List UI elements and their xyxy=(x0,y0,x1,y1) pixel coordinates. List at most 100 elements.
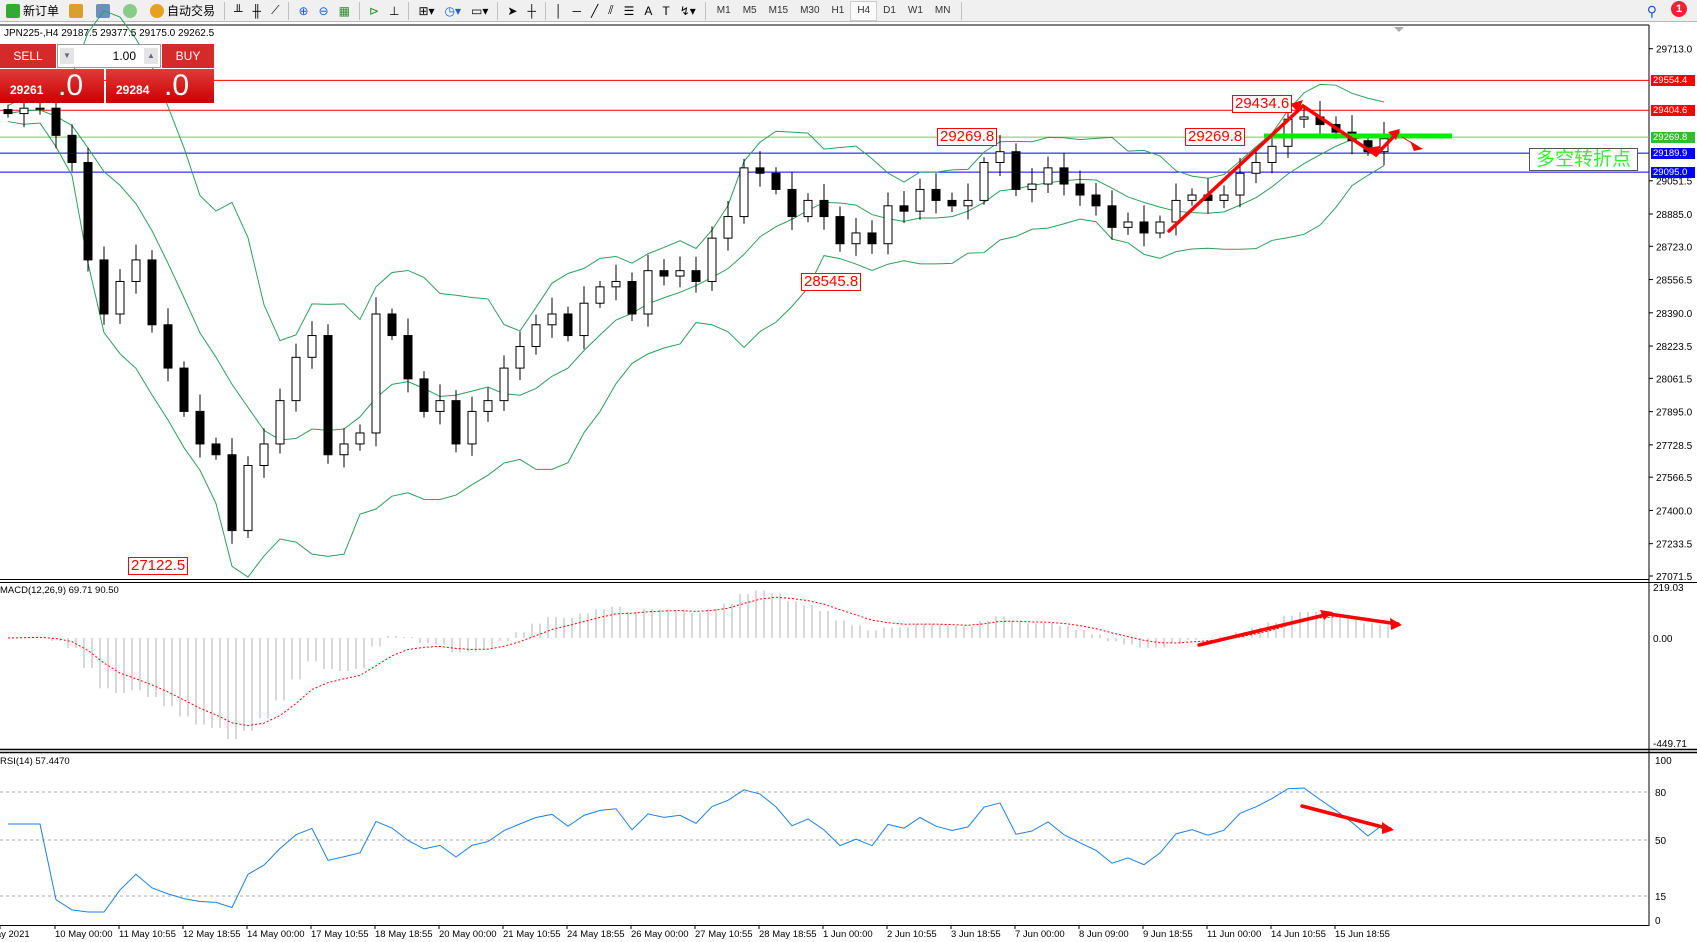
candle-body xyxy=(659,270,669,277)
arrowhead xyxy=(1390,618,1402,630)
templates-button[interactable]: ▭▾ xyxy=(471,3,489,18)
indicators-button[interactable]: ⊞▾ xyxy=(418,3,435,18)
channel-button[interactable]: ⫽ xyxy=(608,3,614,17)
terminal-button[interactable] xyxy=(92,1,117,21)
candle-chart-button[interactable]: ╫ xyxy=(252,3,262,18)
fibonacci-button[interactable]: ☰ xyxy=(623,3,635,18)
sell-button[interactable]: SELL xyxy=(0,44,56,68)
timeframe-h4[interactable]: H4 xyxy=(850,0,878,21)
candle-body xyxy=(99,259,109,315)
pivot-annotation-text[interactable]: 多空转折点 xyxy=(1529,148,1638,171)
text-button[interactable]: A xyxy=(644,3,653,18)
autoscroll-button[interactable]: ⊳ xyxy=(368,3,379,18)
arrowhead xyxy=(1290,100,1303,112)
volume-up-button[interactable]: ▲ xyxy=(144,48,158,64)
price-label-low[interactable]: 28545.8 xyxy=(801,273,862,291)
zoom-out-button[interactable]: ⊖ xyxy=(318,3,329,18)
time-axis-label: 2 Jun 10:55 xyxy=(887,929,937,940)
crosshair-button[interactable]: ┼ xyxy=(527,3,536,18)
signals-button[interactable] xyxy=(119,1,144,21)
buy-price[interactable]: 29284.0 xyxy=(106,69,214,103)
volume-value[interactable]: 1.00 xyxy=(112,49,136,63)
timeframe-h1[interactable]: H1 xyxy=(831,5,845,16)
horizontal-line-button[interactable]: ─ xyxy=(572,3,581,18)
candle-body xyxy=(1299,116,1309,120)
auto-trading-button[interactable]: 自动交易 xyxy=(146,1,219,21)
text-label-button[interactable]: T xyxy=(662,3,670,18)
signal-icon xyxy=(123,3,138,18)
candle-body xyxy=(371,313,381,434)
buy-button[interactable]: BUY xyxy=(162,44,214,68)
candle-body xyxy=(51,107,61,136)
candle-body xyxy=(771,172,781,190)
zoom-in-button[interactable]: ⊕ xyxy=(298,3,309,18)
timeframe-m15[interactable]: M15 xyxy=(768,5,789,16)
price-axis-label: 27895.0 xyxy=(1656,408,1693,419)
candle-body xyxy=(707,237,717,282)
candle-body xyxy=(1267,145,1277,163)
timeframe-w1[interactable]: W1 xyxy=(907,5,923,16)
drawn-annotations[interactable] xyxy=(1167,100,1452,834)
candle-body xyxy=(483,400,493,412)
vertical-line-button[interactable]: │ xyxy=(554,3,563,18)
candle-body xyxy=(3,109,13,115)
candle-body xyxy=(67,134,77,163)
candle-body xyxy=(1219,194,1229,201)
timeframe-d1[interactable]: D1 xyxy=(883,5,896,16)
chart-shift-button[interactable]: ⊥ xyxy=(389,3,400,18)
new-order-button[interactable]: 新订单 xyxy=(2,1,63,21)
price-axis-label: 27728.5 xyxy=(1656,441,1693,452)
arrowhead xyxy=(1382,822,1394,834)
candle-body xyxy=(1251,161,1261,174)
rsi-arrow-down xyxy=(1300,804,1392,831)
periods-button[interactable]: ◷▾ xyxy=(444,3,462,18)
time-axis-label: 20 May 00:00 xyxy=(439,929,497,940)
price-label-high[interactable]: 29434.6 xyxy=(1232,95,1293,113)
tile-windows-button[interactable]: ▦ xyxy=(338,3,350,18)
candle-body xyxy=(579,302,589,337)
candle-body xyxy=(115,280,125,315)
time-axis-label: 18 May 18:55 xyxy=(375,929,433,940)
candle-body xyxy=(1235,172,1245,196)
candle-body xyxy=(1171,199,1181,223)
notification-badge[interactable]: 1 xyxy=(1671,1,1687,17)
candle-body xyxy=(1155,221,1165,234)
price-label[interactable]: 29269.8 xyxy=(937,128,998,146)
bar-chart-button[interactable]: ╨ xyxy=(234,3,243,18)
time-axis-label: 11 May 10:55 xyxy=(119,929,176,940)
candle-body xyxy=(1123,221,1133,228)
timeframe-mn[interactable]: MN xyxy=(934,5,951,16)
candle-body xyxy=(339,443,349,456)
volume-down-button[interactable]: ▼ xyxy=(60,48,74,64)
price-label-low[interactable]: 27122.5 xyxy=(128,557,189,575)
time-axis-label: 14 May 00:00 xyxy=(247,929,305,940)
candle-body xyxy=(643,270,653,315)
candle-body xyxy=(883,205,893,245)
timeframe-m30[interactable]: M30 xyxy=(800,5,820,16)
search-icon[interactable]: ⚲ xyxy=(1646,3,1657,19)
cursor-button[interactable]: ➤ xyxy=(507,3,518,18)
bollinger-bands xyxy=(7,10,1385,578)
candle-body xyxy=(1187,194,1197,201)
candle-body xyxy=(275,400,285,445)
candle-body xyxy=(947,199,957,207)
price-axis-label: 28390.0 xyxy=(1656,309,1693,320)
price-axis-label: 28885.0 xyxy=(1656,210,1693,221)
timeframe-m5[interactable]: M5 xyxy=(742,5,757,16)
arrows-button[interactable]: ↯▾ xyxy=(679,3,696,18)
price-label[interactable]: 29269.8 xyxy=(1185,128,1246,146)
candle-body xyxy=(147,259,157,326)
timeframe-m1[interactable]: M1 xyxy=(716,5,731,16)
trendline-button[interactable]: ╱ xyxy=(591,3,599,18)
macd-signal-line xyxy=(7,596,1385,727)
volume-field[interactable]: ▼ 1.00 ▲ xyxy=(57,44,161,68)
sell-price[interactable]: 29261.0 xyxy=(0,69,104,103)
macd-arrow-down xyxy=(1327,612,1400,626)
candle-body xyxy=(291,356,301,402)
candle-body xyxy=(179,367,189,412)
time-axis-label: 7 Jun 00:00 xyxy=(1015,929,1065,940)
line-chart-button[interactable]: ⟋ xyxy=(271,3,280,17)
candle-body xyxy=(163,324,173,369)
history-button[interactable] xyxy=(65,1,90,21)
